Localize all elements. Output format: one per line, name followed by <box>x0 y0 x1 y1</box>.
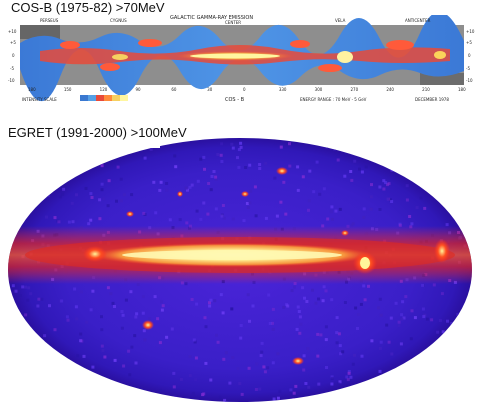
long-tick: 240 <box>386 87 394 92</box>
lat-tick: +10 <box>466 29 475 34</box>
lat-tick: -10 <box>8 78 15 83</box>
long-tick: 120 <box>100 87 108 92</box>
cos-b-energy-range: ENERGY RANGE : 70 MeV - 5 GeV <box>300 97 367 102</box>
long-tick: 0 <box>243 87 246 92</box>
long-tick: 180 <box>458 87 466 92</box>
lat-tick: 0 <box>12 53 15 58</box>
lat-tick: +5 <box>466 40 472 45</box>
cos-b-latitude-ticks: +10 +5 0 -5 -10 <box>8 29 17 83</box>
lat-tick: -10 <box>466 78 473 83</box>
egret-blazar-source <box>276 167 288 175</box>
long-tick: 150 <box>64 87 72 92</box>
long-tick: 180 <box>28 87 36 92</box>
lat-tick: -5 <box>10 66 14 71</box>
region-label-cygnus: CYGNUS <box>110 18 127 23</box>
region-label-anticenter: ANTICENTER <box>405 18 431 23</box>
egret-map <box>0 118 480 404</box>
lat-tick: +5 <box>10 40 16 45</box>
long-tick: 210 <box>422 87 430 92</box>
cos-b-intensity-scale <box>80 95 128 101</box>
cos-b-map: PERSEUS CYGNUS GALACTIC GAMMA-RAY EMISSI… <box>0 15 480 108</box>
cos-b-detector-label: COS - B <box>225 97 245 103</box>
cos-b-caption: COS-B (1975-82) >70MeV <box>11 0 165 15</box>
region-label-vela: VELA <box>335 18 346 23</box>
long-tick: 300 <box>315 87 323 92</box>
region-label-center: CENTER <box>225 20 241 25</box>
cos-b-date: DECEMBER 1978 <box>415 97 449 102</box>
long-tick: 60 <box>171 87 177 92</box>
lat-tick: -5 <box>466 66 470 71</box>
cos-b-vela-source <box>337 51 353 63</box>
egret-anticenter-source <box>434 239 450 263</box>
cos-b-header-title: GALACTIC GAMMA-RAY EMISSION <box>170 15 253 21</box>
long-tick: 30 <box>207 87 213 92</box>
cos-b-longitude-ticks: 180 150 120 90 60 30 0 330 300 270 240 210 180 <box>28 87 466 92</box>
long-tick: 90 <box>136 87 142 92</box>
long-tick: 330 <box>279 87 287 92</box>
cos-b-hotspots <box>60 39 414 72</box>
region-label-perseus: PERSEUS <box>40 18 59 23</box>
lat-tick: +10 <box>8 29 17 34</box>
cos-b-latitude-ticks-right: +10 +5 0 -5 -10 <box>466 29 475 83</box>
cos-b-intensity-scale-label: INTENSITY SCALE <box>22 97 57 102</box>
long-tick: 270 <box>351 87 359 92</box>
egret-caption: EGRET (1991-2000) >100MeV <box>8 125 187 140</box>
lat-tick: 0 <box>468 53 471 58</box>
